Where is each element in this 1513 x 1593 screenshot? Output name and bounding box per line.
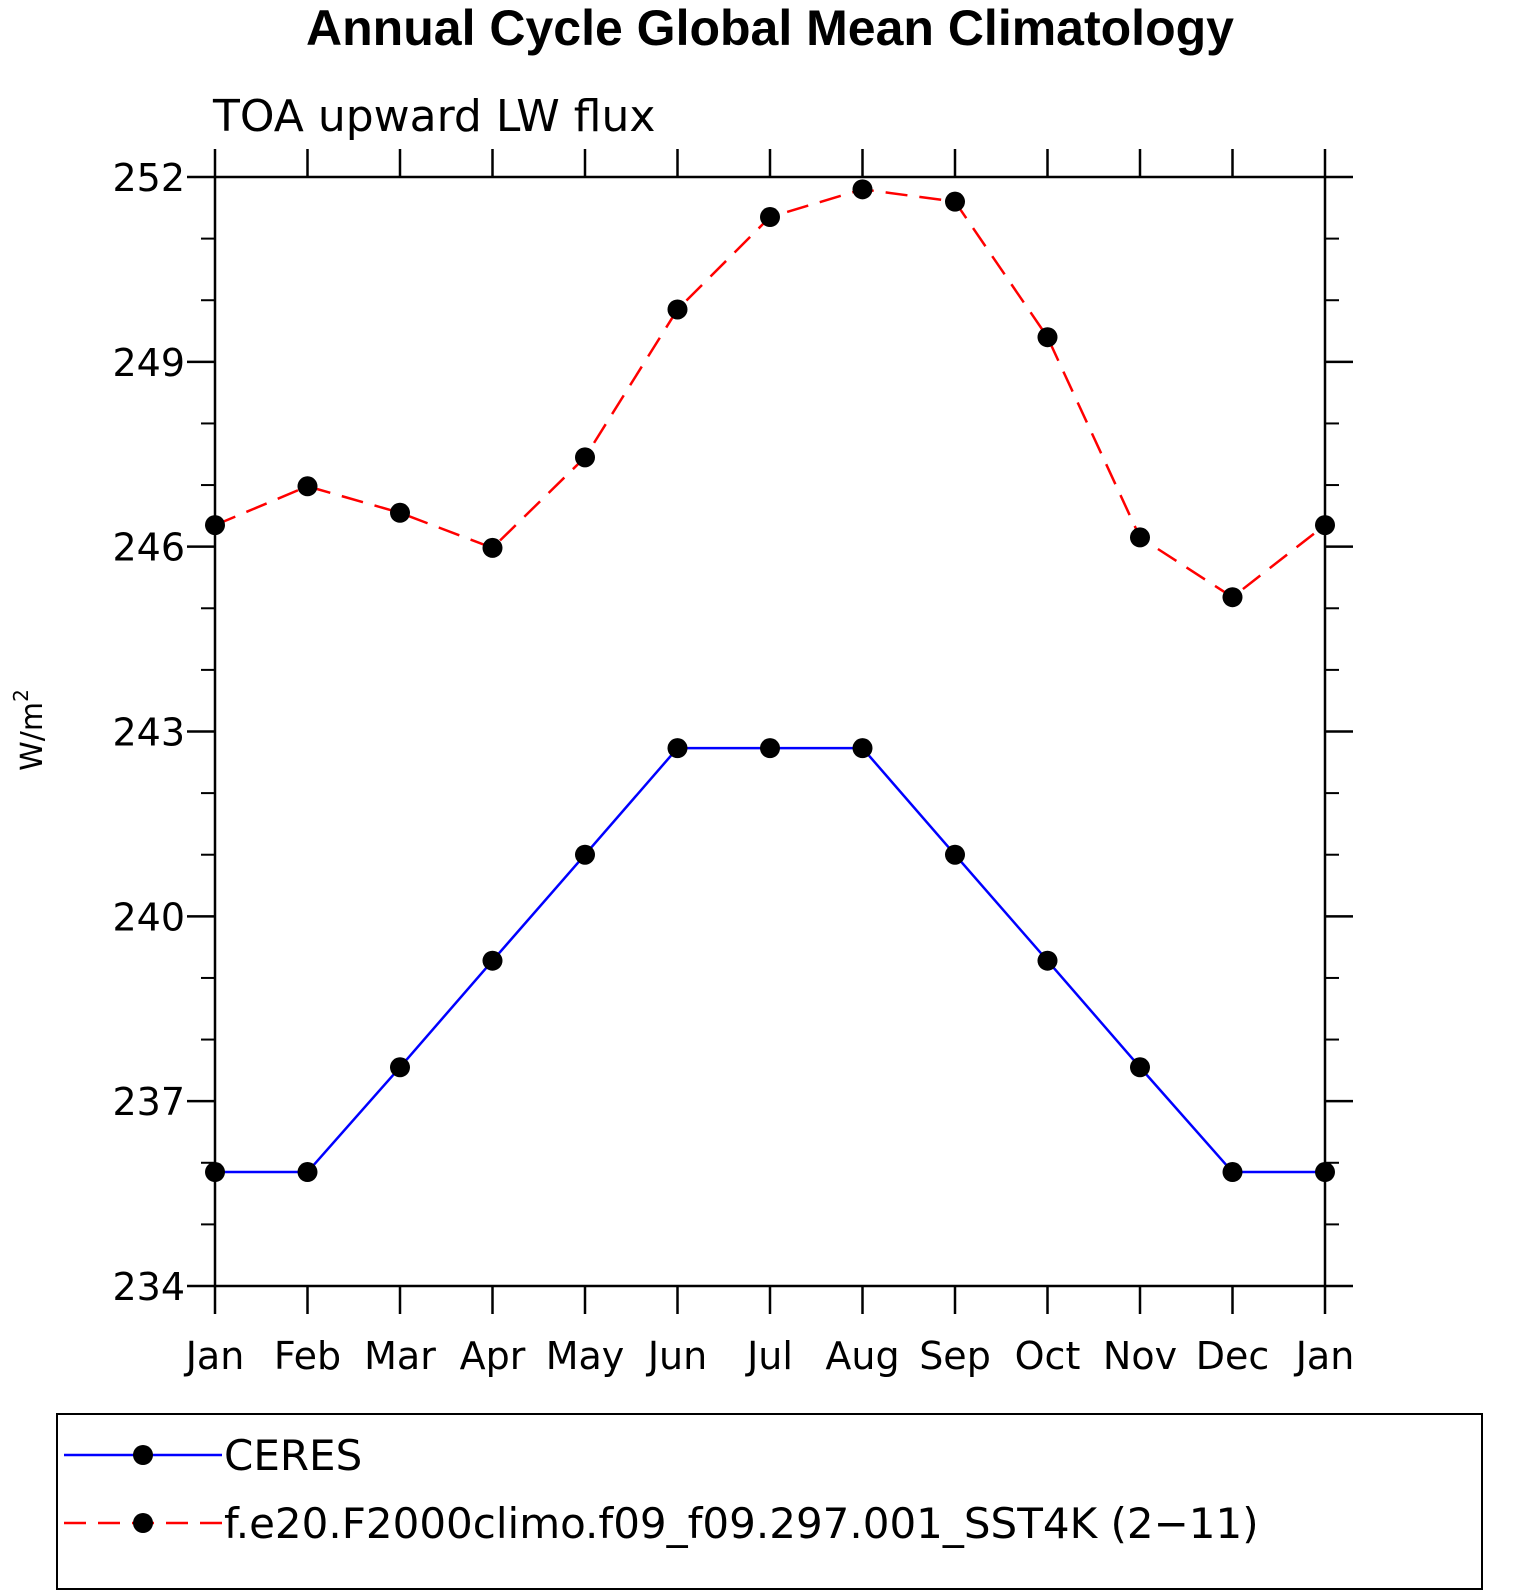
x-tick-label: Jun — [646, 1334, 707, 1378]
legend-marker-ceres — [133, 1445, 153, 1465]
y-tick-label: 246 — [112, 526, 185, 570]
x-tick-label: Jan — [184, 1334, 245, 1378]
data-point-series-0 — [667, 738, 688, 759]
data-point-series-1 — [760, 207, 780, 228]
data-point-series-0 — [205, 1162, 225, 1183]
legend: CERES f.e20.F2000climo.f09_f09.297.001_S… — [56, 1413, 1483, 1590]
legend-box — [56, 1413, 1483, 1590]
data-point-series-0 — [852, 738, 873, 759]
data-point-series-0 — [297, 1162, 318, 1183]
x-tick-label: Nov — [1103, 1334, 1177, 1378]
y-axis-label-text: W/m — [15, 702, 50, 771]
plot-frame — [213, 175, 1327, 1288]
data-point-series-1 — [667, 299, 688, 320]
data-point-series-0 — [1315, 1162, 1335, 1183]
data-point-series-1 — [1037, 327, 1058, 348]
y-tick-label: 237 — [112, 1080, 185, 1124]
series-layer — [205, 179, 1335, 1183]
x-tick-label: Jan — [1294, 1334, 1355, 1378]
data-point-series-0 — [390, 1057, 410, 1078]
x-tick-label: Oct — [1015, 1334, 1081, 1378]
x-tick-label: Apr — [460, 1334, 526, 1378]
data-point-series-0 — [575, 844, 595, 865]
y-axis-label: W/m2 — [9, 689, 50, 771]
data-point-series-0 — [945, 844, 965, 865]
data-point-series-1 — [1222, 587, 1243, 608]
y-tick-label: 240 — [112, 895, 185, 939]
data-point-series-0 — [1037, 950, 1058, 971]
y-tick-label: 249 — [112, 341, 185, 385]
svg-text:W/m2: W/m2 — [9, 689, 50, 771]
legend-marker-model — [133, 1513, 153, 1533]
data-point-series-1 — [1130, 527, 1150, 548]
data-point-series-0 — [1222, 1162, 1243, 1183]
data-point-series-1 — [575, 447, 595, 468]
x-tick-label: May — [546, 1334, 625, 1378]
x-tick-label: Dec — [1196, 1334, 1270, 1378]
data-point-series-1 — [205, 515, 225, 536]
x-tick-label: Sep — [919, 1334, 991, 1378]
y-tick-label: 243 — [112, 711, 185, 755]
legend-label-ceres: CERES — [224, 1431, 362, 1480]
series-line-0 — [215, 746, 1325, 1174]
y-tick-label: 252 — [112, 156, 185, 200]
legend-label-model: f.e20.F2000climo.f09_f09.297.001_SST4K (… — [224, 1499, 1259, 1548]
data-point-series-1 — [945, 191, 965, 212]
data-point-series-0 — [1130, 1057, 1150, 1078]
data-point-series-0 — [482, 950, 503, 971]
y-axis-label-superscript: 2 — [9, 689, 33, 702]
data-point-series-1 — [1315, 515, 1335, 536]
data-point-series-1 — [390, 502, 410, 523]
data-point-series-1 — [297, 476, 318, 497]
x-tick-label: Aug — [825, 1334, 899, 1378]
data-point-series-1 — [852, 179, 873, 200]
data-point-series-0 — [760, 738, 780, 759]
x-tick-label: Mar — [364, 1334, 436, 1378]
data-point-series-1 — [482, 537, 503, 558]
axes: Jan Feb Mar Apr May Jun Jul Aug Sep Oct Nov Dec Jan 2… — [112, 149, 1354, 1378]
y-tick-label: 234 — [112, 1265, 185, 1309]
x-tick-label: Jul — [745, 1334, 793, 1378]
chart-subtitle: TOA upward LW flux — [212, 91, 655, 142]
series-line-1 — [214, 188, 1326, 599]
chart-title: Annual Cycle Global Mean Climatology — [306, 0, 1234, 56]
x-tick-label: Feb — [274, 1334, 341, 1378]
